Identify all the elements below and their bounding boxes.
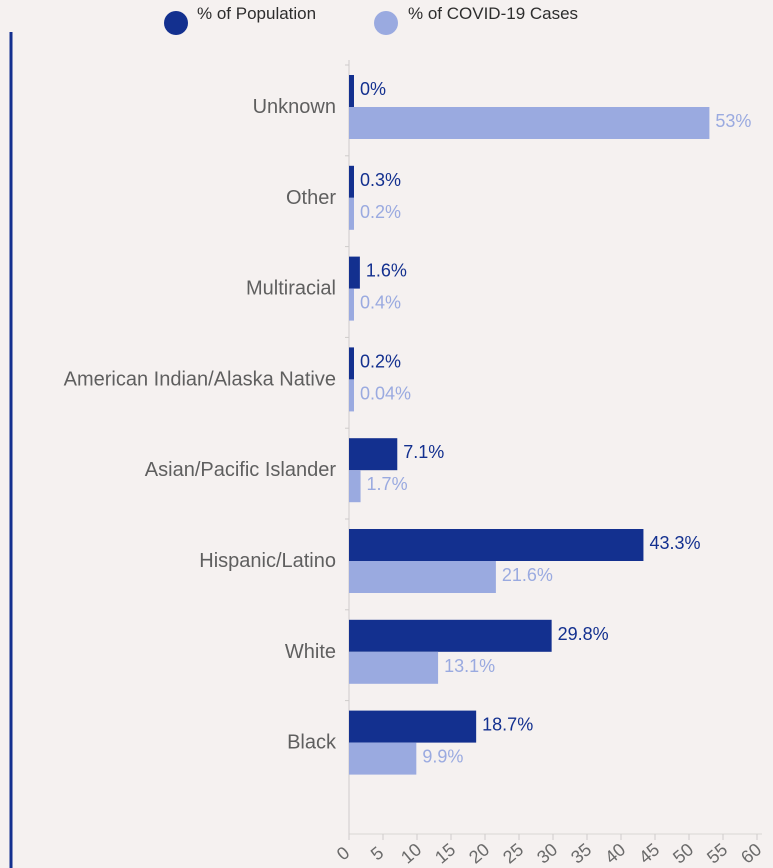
data-label-series-2: 1.7% [367, 474, 408, 494]
bar-series-1 [349, 347, 354, 380]
bar-series-1 [349, 165, 354, 198]
x-tick-label: 20 [465, 839, 493, 867]
data-label-series-1: 43.3% [649, 533, 700, 553]
x-tick-label: 30 [533, 839, 561, 867]
data-label-series-2: 53% [715, 111, 751, 131]
legend-label-series-2: % of COVID-19 Cases [408, 4, 578, 23]
category-label: Asian/Pacific Islander [145, 459, 337, 481]
x-tick-label: 55 [703, 839, 731, 867]
x-tick-label: 0 [333, 843, 354, 865]
bar-series-1 [349, 438, 398, 471]
x-tick-label: 40 [601, 839, 629, 867]
x-tick-label: 25 [499, 839, 527, 867]
bar-series-1 [349, 529, 644, 561]
bar-series-2 [349, 197, 354, 230]
category-label: Other [286, 187, 336, 209]
data-label-series-1: 0% [360, 79, 386, 99]
x-tick-label: 15 [431, 839, 459, 867]
data-label-series-2: 13.1% [444, 656, 495, 676]
data-label-series-1: 18.7% [482, 715, 533, 735]
data-label-series-2: 0.04% [360, 383, 411, 403]
bar-series-2 [349, 288, 354, 321]
bar-series-1 [349, 256, 360, 289]
category-label: Multiracial [246, 278, 336, 300]
category-label: Hispanic/Latino [199, 550, 336, 572]
x-tick-label: 5 [367, 843, 388, 865]
bar-series-2 [349, 561, 496, 593]
x-tick-label: 10 [397, 839, 425, 867]
data-label-series-2: 9.9% [422, 747, 463, 767]
category-label: Unknown [253, 96, 336, 118]
data-label-series-2: 0.4% [360, 293, 401, 313]
x-tick-label: 60 [737, 839, 765, 867]
bar-series-1 [349, 75, 354, 107]
bar-series-2 [349, 107, 710, 139]
data-label-series-1: 7.1% [403, 442, 444, 462]
bar-series-2 [349, 470, 361, 503]
bar-series-2 [349, 379, 354, 412]
legend-marker-series-2 [374, 11, 398, 35]
category-label: White [285, 641, 336, 663]
legend-marker-series-1 [164, 11, 188, 35]
data-label-series-2: 21.6% [502, 565, 553, 585]
category-label: Black [287, 732, 337, 754]
data-label-series-2: 0.2% [360, 202, 401, 222]
bar-series-2 [349, 742, 417, 775]
data-label-series-1: 1.6% [366, 261, 407, 281]
legend-label-series-1: % of Population [197, 4, 316, 23]
data-label-series-1: 29.8% [558, 624, 609, 644]
x-tick-label: 50 [669, 839, 697, 867]
data-label-series-1: 0.2% [360, 351, 401, 371]
bar-series-2 [349, 651, 439, 684]
x-tick-label: 45 [635, 839, 663, 867]
category-label: American Indian/Alaska Native [64, 368, 336, 390]
data-label-series-1: 0.3% [360, 170, 401, 190]
x-tick-label: 35 [567, 839, 595, 867]
bar-series-1 [349, 710, 477, 743]
bar-series-1 [349, 619, 552, 652]
